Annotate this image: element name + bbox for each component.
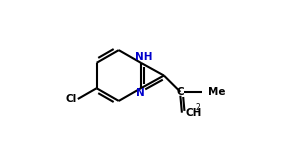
Text: CH: CH xyxy=(186,108,202,118)
Text: Me: Me xyxy=(208,87,226,97)
Text: NH: NH xyxy=(135,52,153,62)
Text: N: N xyxy=(136,88,144,98)
Text: Cl: Cl xyxy=(66,94,77,104)
Text: C: C xyxy=(176,87,184,97)
Text: 2: 2 xyxy=(196,103,201,112)
